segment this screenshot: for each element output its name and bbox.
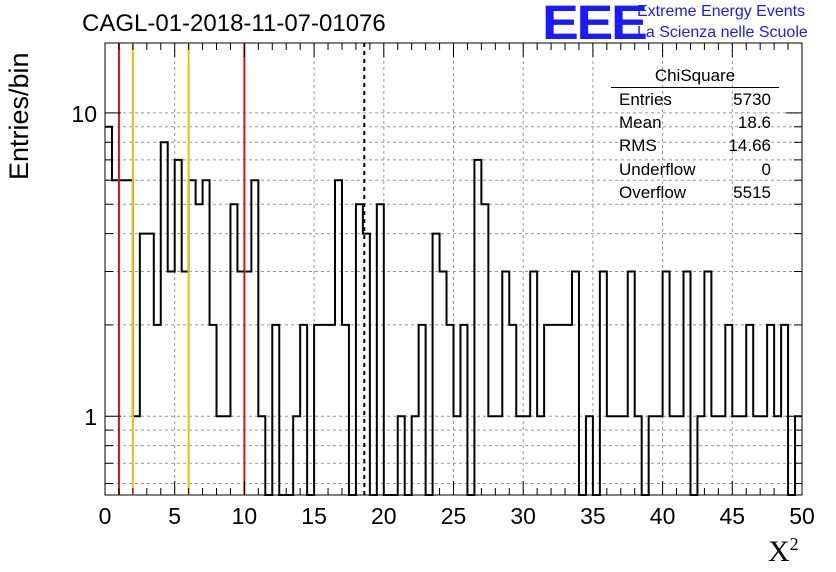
bar — [530, 272, 537, 495]
bar — [447, 325, 454, 495]
bar — [704, 272, 711, 495]
histogram-bars — [105, 125, 802, 496]
bar — [230, 204, 237, 495]
bar — [237, 272, 244, 495]
stats-box: ChiSquare Entries 5730 Mean 18.6 RMS 14.66 … — [611, 66, 779, 204]
bar — [321, 325, 328, 495]
bar — [781, 325, 788, 495]
x-tick-label: 5 — [168, 503, 181, 529]
bar — [684, 272, 691, 495]
bar — [502, 272, 509, 495]
bar — [210, 325, 217, 495]
bar — [272, 325, 279, 495]
bar — [244, 272, 251, 495]
x-tick-label: 50 — [789, 503, 815, 529]
bar — [196, 204, 203, 495]
x-tick-label: 35 — [580, 503, 606, 529]
bar — [119, 180, 126, 495]
x-axis-label: X2 — [768, 534, 799, 568]
bar — [126, 180, 133, 495]
bar — [182, 272, 189, 495]
bar — [628, 272, 635, 495]
bar — [140, 234, 147, 495]
bar — [203, 180, 210, 495]
bar — [746, 325, 753, 495]
stats-title: ChiSquare — [611, 66, 779, 88]
bar — [460, 325, 467, 495]
bar — [572, 272, 579, 495]
stats-row-underflow: Underflow 0 — [619, 159, 771, 179]
x-tick-label: 30 — [510, 503, 536, 529]
bar — [767, 325, 774, 495]
stats-row-overflow: Overflow 5515 — [619, 182, 771, 202]
bar — [189, 180, 196, 495]
bar — [356, 204, 363, 495]
x-tick-label: 45 — [720, 503, 746, 529]
y-tick-label: 1 — [84, 404, 97, 430]
y-axis-label: Entries/bin — [4, 52, 34, 180]
stats-row-entries: Entries 5730 — [619, 90, 771, 109]
bar — [154, 325, 161, 495]
bar — [161, 142, 168, 495]
stats-row-rms: RMS 14.66 — [619, 136, 771, 156]
bar — [168, 272, 175, 495]
bar — [328, 325, 335, 495]
x-tick-label: 20 — [371, 503, 397, 529]
bar — [300, 325, 307, 495]
histogram-outline — [105, 125, 802, 496]
bar — [663, 272, 670, 495]
x-tick-label: 10 — [232, 503, 258, 529]
bar — [433, 234, 440, 495]
bar — [558, 325, 565, 495]
bar — [565, 325, 572, 495]
y-tick-label: 10 — [71, 101, 97, 127]
bar — [147, 234, 154, 495]
x-tick-label: 15 — [301, 503, 327, 529]
bar — [314, 325, 321, 495]
logo-subtitle-1: Extreme Energy Events — [637, 3, 806, 20]
x-tick-label: 0 — [99, 503, 112, 529]
eee-logo: EEE — [542, 0, 648, 50]
bar — [342, 325, 349, 495]
bar — [112, 180, 119, 495]
bar — [105, 127, 112, 495]
chart-title: CAGL-01-2018-11-07-01076 — [82, 10, 386, 37]
bar — [251, 180, 258, 495]
bar — [551, 325, 558, 495]
bar — [600, 272, 607, 495]
axes: 0 5 10 15 20 25 30 35 40 45 50 1 10 — [71, 43, 815, 529]
bar — [335, 180, 342, 495]
bar — [725, 325, 732, 495]
bar — [481, 204, 488, 495]
bar — [175, 160, 182, 495]
bar — [419, 325, 426, 495]
bar — [377, 204, 384, 495]
bar — [474, 160, 481, 495]
bar — [440, 272, 447, 495]
bar — [509, 325, 516, 495]
logo-subtitle-2: La Scienza nelle Scuole — [637, 24, 808, 41]
x-tick-label: 25 — [441, 503, 467, 529]
bar — [544, 325, 551, 495]
x-tick-label: 40 — [650, 503, 676, 529]
stats-row-mean: Mean 18.6 — [619, 113, 771, 133]
reference-lines — [117, 43, 366, 495]
